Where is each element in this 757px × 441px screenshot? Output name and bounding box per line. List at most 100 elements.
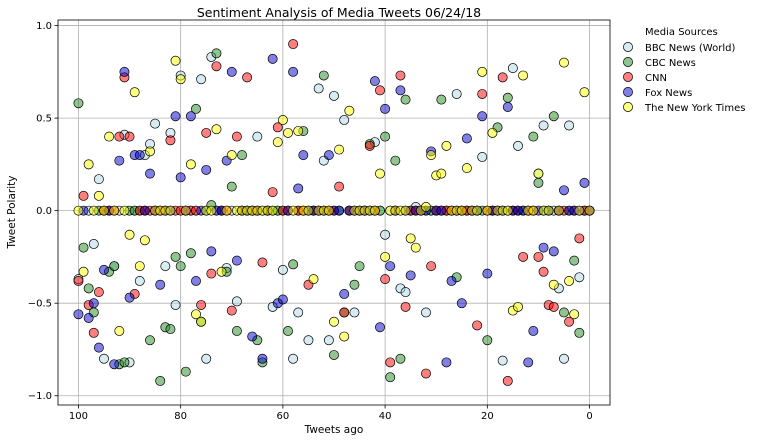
data-point — [160, 261, 171, 272]
data-point — [369, 205, 380, 216]
data-point — [579, 177, 590, 188]
data-point — [533, 168, 544, 179]
data-point — [329, 350, 339, 360]
data-point — [308, 274, 319, 285]
data-point — [216, 266, 227, 277]
data-point — [124, 292, 135, 303]
data-point — [518, 251, 529, 262]
data-point — [380, 251, 391, 262]
data-point — [487, 127, 498, 138]
data-point — [134, 150, 145, 161]
data-point — [390, 155, 401, 166]
data-point — [175, 261, 186, 272]
data-point — [201, 127, 212, 138]
data-point — [441, 140, 452, 151]
data-point — [231, 296, 242, 307]
data-point — [579, 87, 590, 98]
data-point — [288, 66, 299, 77]
data-point — [134, 261, 145, 272]
data-point — [334, 205, 345, 216]
data-point — [569, 309, 580, 320]
data-point — [482, 205, 493, 216]
data-point — [323, 205, 334, 216]
data-point — [574, 272, 585, 283]
data-point — [298, 150, 309, 161]
data-point — [206, 246, 217, 257]
data-point — [196, 316, 207, 327]
data-point — [88, 239, 99, 249]
data-point — [145, 146, 155, 157]
data-point — [145, 168, 155, 179]
data-point — [410, 242, 421, 253]
data-point — [73, 205, 84, 216]
data-point — [201, 164, 212, 175]
data-point — [533, 177, 544, 188]
data-point — [482, 268, 493, 279]
data-point — [559, 353, 569, 364]
data-point — [139, 205, 150, 216]
data-point — [497, 72, 508, 83]
data-point — [436, 205, 447, 216]
data-point — [518, 70, 529, 81]
data-point — [73, 98, 84, 109]
data-point — [329, 316, 339, 327]
data-point — [395, 70, 406, 81]
data-point — [380, 103, 391, 114]
data-point — [502, 92, 513, 103]
data-point — [109, 261, 120, 272]
data-point — [114, 131, 125, 142]
data-point — [385, 372, 396, 383]
data-point — [226, 181, 237, 192]
data-point — [528, 326, 539, 336]
data-point — [400, 287, 411, 298]
data-point — [93, 174, 104, 185]
y-tick-label: −0.5 — [28, 299, 52, 310]
data-point — [226, 150, 237, 161]
data-point — [288, 39, 299, 50]
data-point — [477, 66, 488, 77]
data-point — [528, 205, 539, 216]
data-point — [548, 246, 559, 257]
data-point — [93, 342, 104, 353]
legend-marker — [623, 72, 633, 82]
data-point — [349, 307, 360, 318]
legend-title: Media Sources — [645, 27, 718, 38]
plot-frame — [57, 19, 611, 406]
data-point — [405, 233, 416, 244]
data-point — [277, 294, 288, 305]
data-point — [354, 261, 365, 272]
data-point — [288, 353, 299, 364]
data-point — [252, 131, 263, 142]
x-tick-label: 100 — [69, 411, 88, 422]
data-point — [237, 150, 247, 161]
data-point — [472, 320, 483, 331]
data-point — [513, 140, 523, 151]
x-tick-label: 20 — [481, 411, 494, 422]
data-point — [313, 83, 324, 94]
legend: Media Sources BBC News (World) CBC News CN… — [623, 27, 745, 114]
y-tick-label: 0.5 — [36, 114, 52, 125]
data-point — [267, 205, 278, 216]
data-point — [451, 89, 462, 99]
data-point — [497, 355, 508, 366]
data-point — [559, 185, 569, 196]
y-axis-ticks: 1.0 0.5 0.0 −0.5 −1.0 — [28, 21, 58, 402]
legend-marker — [623, 87, 633, 97]
x-tick-label: 0 — [586, 411, 592, 422]
data-point — [574, 205, 585, 216]
data-point — [456, 298, 467, 309]
data-point — [165, 135, 176, 146]
data-point — [283, 326, 293, 336]
data-point — [323, 150, 334, 161]
data-point — [283, 127, 293, 138]
y-tick-label: −1.0 — [28, 391, 52, 402]
y-axis-label: Tweet Polarity — [6, 176, 18, 250]
data-point — [257, 353, 268, 364]
data-points — [73, 39, 595, 386]
data-point — [502, 205, 513, 216]
data-point — [226, 66, 237, 77]
data-point — [456, 205, 467, 216]
x-tick-label: 40 — [379, 411, 392, 422]
data-point — [369, 76, 380, 87]
data-point — [538, 242, 549, 253]
